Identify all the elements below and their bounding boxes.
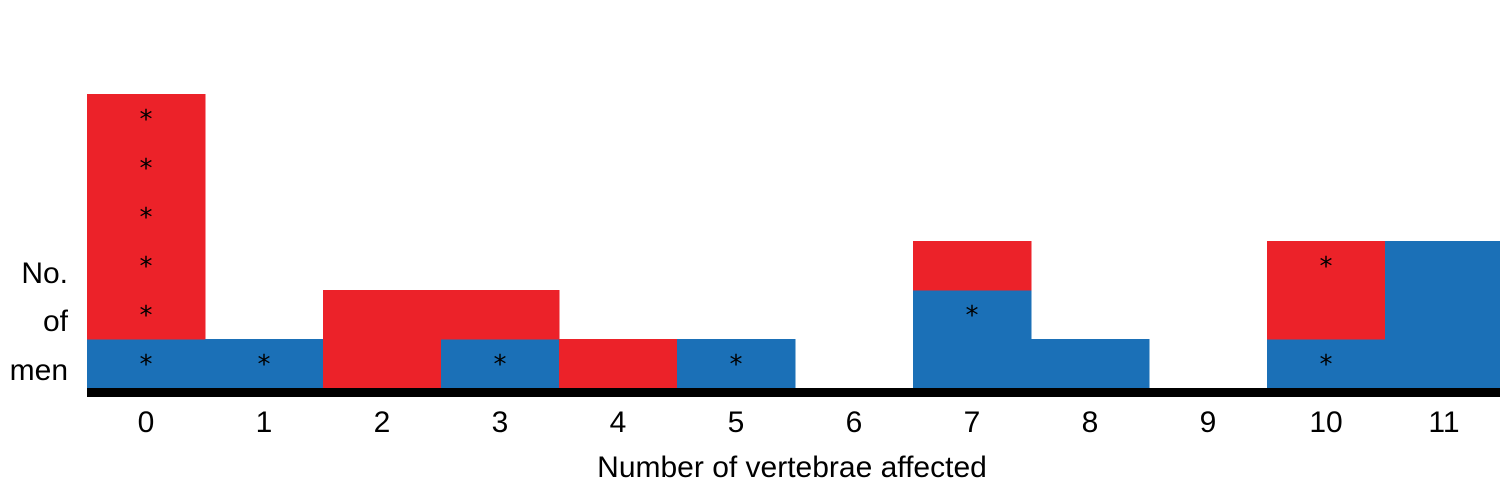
star-marker: * [1320, 252, 1333, 282]
cell-10-1 [1267, 339, 1386, 389]
x-axis-baseline [87, 388, 1500, 397]
x-tick-label: 9 [1200, 406, 1217, 439]
cell-4-1 [559, 339, 678, 389]
cell-0-3 [87, 241, 206, 291]
cell-0-4 [87, 192, 206, 242]
y-axis-label-line: men [10, 354, 68, 387]
x-tick-label: 7 [964, 406, 981, 439]
star-marker: * [140, 350, 153, 380]
cell-3-2 [441, 290, 560, 340]
x-axis-label: Number of vertebrae affected [597, 451, 987, 481]
x-tick-label: 10 [1309, 406, 1342, 439]
star-marker: * [966, 301, 979, 331]
x-tick-label: 6 [846, 406, 863, 439]
cell-5-1 [677, 339, 796, 389]
x-tick-label: 8 [1082, 406, 1099, 439]
x-tick-label: 0 [138, 406, 155, 439]
cell-10-2 [1267, 290, 1386, 340]
cell-8-1 [1031, 339, 1150, 389]
cell-0-2 [87, 290, 206, 340]
cell-2-1 [323, 339, 442, 389]
star-marker: * [140, 301, 153, 331]
y-axis-label-line: of [43, 305, 69, 338]
y-axis-label-line: No. [21, 257, 68, 290]
x-tick-label: 5 [728, 406, 745, 439]
cell-2-2 [323, 290, 442, 340]
cell-11-3 [1385, 241, 1500, 291]
y-axis-label: No. of men [10, 257, 69, 387]
cell-11-2 [1385, 290, 1500, 340]
star-marker: * [140, 154, 153, 184]
star-marker: * [494, 350, 507, 380]
cell-7-1 [913, 339, 1032, 389]
cell-11-1 [1385, 339, 1500, 389]
star-marker: * [140, 252, 153, 282]
cell-0-1 [87, 339, 206, 389]
cell-10-3 [1267, 241, 1386, 291]
star-marker: * [730, 350, 743, 380]
cell-7-2 [913, 290, 1032, 340]
x-tick-labels: 0 1 2 3 4 5 6 7 8 9 10 11 [138, 406, 1460, 439]
cell-0-6 [87, 94, 206, 144]
x-tick-label: 3 [492, 406, 509, 439]
x-tick-label: 2 [374, 406, 391, 439]
cell-0-5 [87, 143, 206, 193]
x-tick-label: 1 [256, 406, 273, 439]
star-marker: * [140, 203, 153, 233]
star-marker: * [140, 105, 153, 135]
cell-1-1 [205, 339, 324, 389]
star-marker: * [1320, 350, 1333, 380]
chart-cells: * * * * * * * * * * * * [87, 94, 1500, 389]
cell-3-1 [441, 339, 560, 389]
x-tick-label: 11 [1428, 406, 1459, 439]
star-marker: * [258, 350, 271, 380]
cell-7-3 [913, 241, 1032, 291]
x-tick-label: 4 [610, 406, 627, 439]
